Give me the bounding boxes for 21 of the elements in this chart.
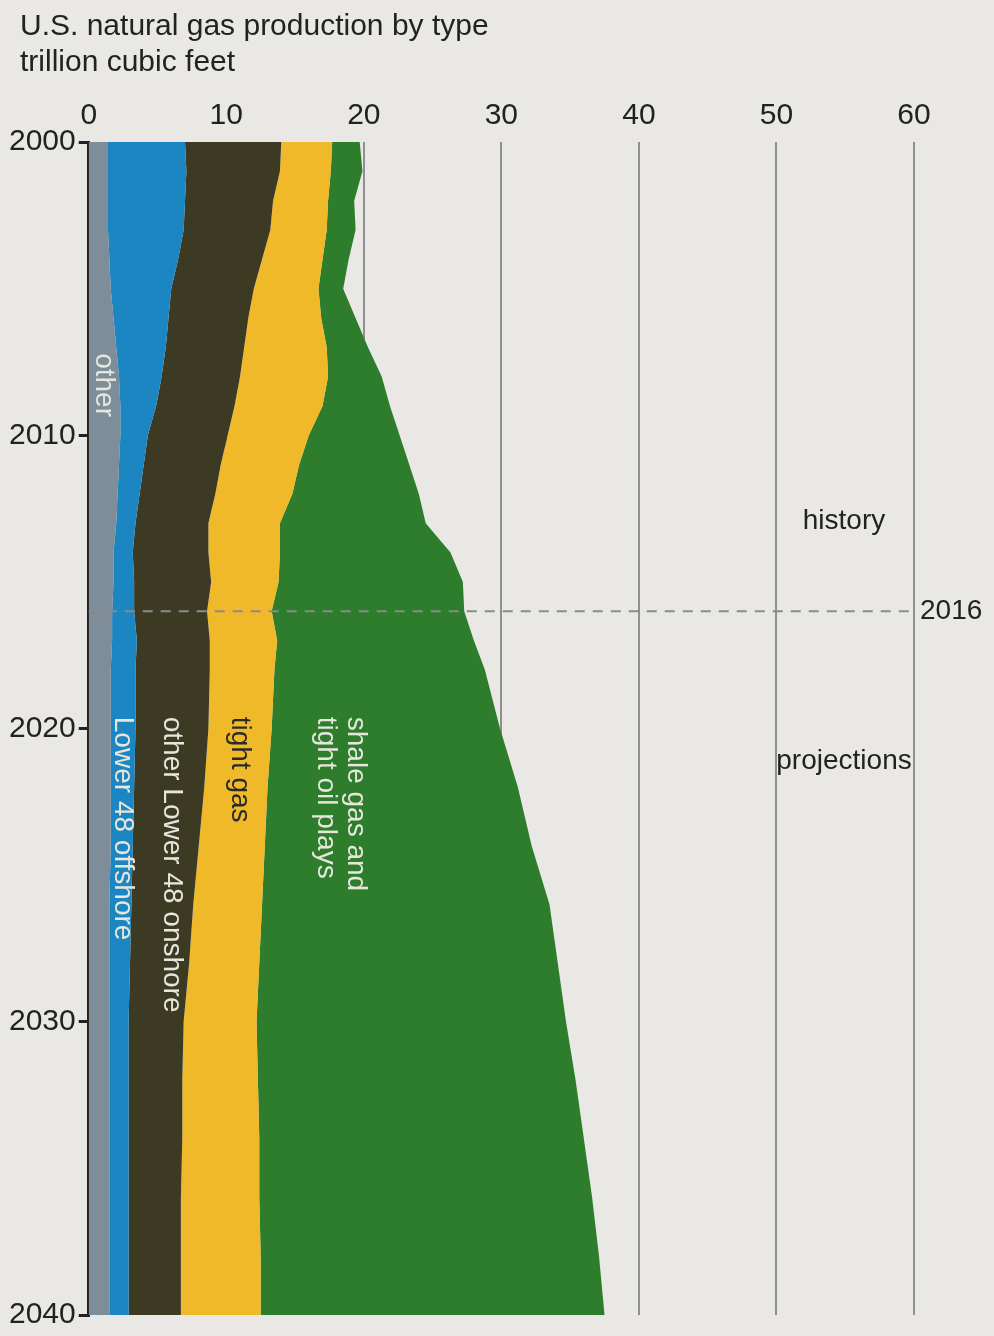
- chart-title: U.S. natural gas production by type: [20, 8, 489, 42]
- annotation: history: [802, 503, 886, 535]
- series-label: tight gas: [226, 716, 258, 823]
- annotation: projections: [776, 743, 912, 775]
- x-tick-label: 20: [347, 97, 381, 131]
- series-label: other: [90, 353, 122, 417]
- series-label: Lower 48 offshore: [109, 716, 141, 941]
- x-tick-label: 60: [897, 97, 931, 131]
- series-label: other Lower 48 onshore: [158, 716, 190, 1013]
- y-tick-label: 2020: [8, 709, 76, 743]
- x-tick-label: 50: [759, 97, 794, 131]
- x-tick-label: 40: [622, 97, 656, 131]
- y-tick-label: 2010: [8, 416, 76, 450]
- chart-subtitle: trillion cubic feet: [20, 44, 236, 78]
- y-tick-label: 2030: [8, 1003, 76, 1037]
- y-tick-label: 2000: [8, 123, 76, 157]
- y-tick-label: 2040: [8, 1296, 76, 1330]
- ref-line-label: 2016: [920, 593, 983, 625]
- x-tick-label: 30: [484, 97, 519, 131]
- x-tick-label: 10: [209, 97, 243, 131]
- x-tick-label: 0: [80, 97, 98, 131]
